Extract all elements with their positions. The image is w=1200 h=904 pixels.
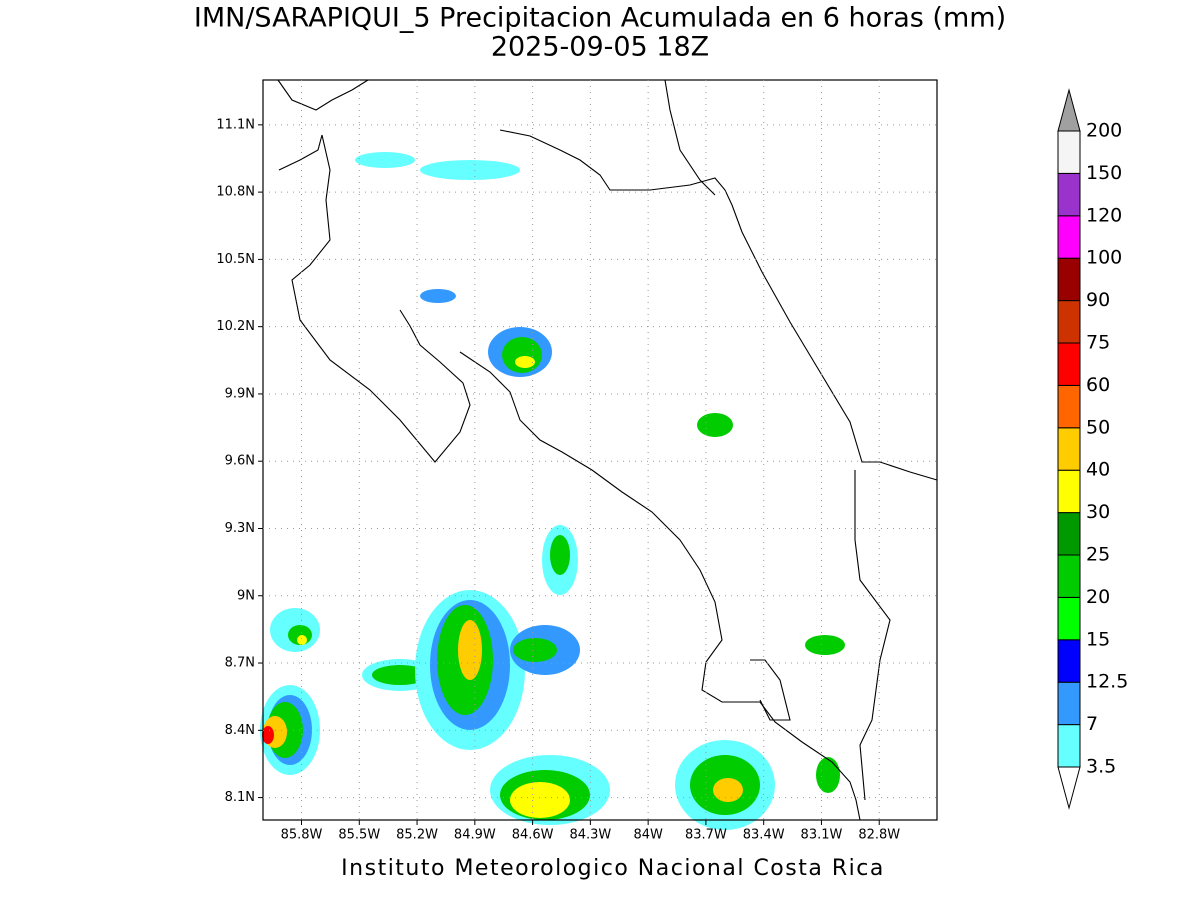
colorbar-over bbox=[1057, 88, 1081, 132]
colorbar-label: 50 bbox=[1086, 416, 1110, 438]
x-tick-label: 85.2W bbox=[396, 828, 438, 843]
colorbar-label: 7 bbox=[1086, 713, 1098, 735]
footer: Instituto Meteorologico Nacional Costa R… bbox=[341, 856, 885, 881]
colorbar-segment bbox=[1057, 427, 1081, 471]
colorbar-segment bbox=[1057, 596, 1081, 641]
y-tick-label: 9.9N bbox=[225, 386, 255, 401]
y-tick-label: 8.4N bbox=[225, 723, 255, 738]
x-tick-label: 84.6W bbox=[512, 828, 554, 843]
colorbar-segment bbox=[1057, 257, 1081, 302]
coastline bbox=[277, 79, 938, 821]
colorbar-label: 20 bbox=[1086, 586, 1110, 608]
y-tick-label: 8.7N bbox=[225, 656, 255, 671]
x-tick-label: 85.5W bbox=[338, 828, 380, 843]
precipitation-field bbox=[260, 152, 845, 830]
x-tick-label: 84.9W bbox=[454, 828, 496, 843]
y-tick-label: 9N bbox=[237, 588, 255, 603]
colorbar-under bbox=[1057, 766, 1081, 810]
colorbar-label: 40 bbox=[1086, 459, 1110, 481]
y-tick-label: 11.1N bbox=[216, 117, 255, 132]
x-tick-label: 84.3W bbox=[569, 828, 611, 843]
colorbar-label: 25 bbox=[1086, 544, 1110, 566]
colorbar-segment bbox=[1057, 681, 1081, 726]
colorbar-segment bbox=[1057, 554, 1081, 598]
colorbar-segment bbox=[1057, 172, 1081, 217]
colorbar-segment bbox=[1057, 130, 1081, 174]
colorbar-label: 100 bbox=[1086, 247, 1122, 269]
colorbar-segment bbox=[1057, 342, 1081, 386]
colorbar-segment bbox=[1057, 724, 1081, 768]
x-tick-label: 85.8W bbox=[281, 828, 323, 843]
colorbar-segment bbox=[1057, 469, 1081, 514]
colorbar-label: 3.5 bbox=[1086, 756, 1116, 778]
y-tick-label: 10.2N bbox=[216, 319, 255, 334]
colorbar-label: 150 bbox=[1086, 162, 1122, 184]
colorbar-segment bbox=[1057, 512, 1081, 556]
subtitle: 2025-09-05 18Z bbox=[491, 32, 709, 63]
x-tick-label: 84W bbox=[633, 828, 663, 843]
colorbar-label: 15 bbox=[1086, 628, 1110, 650]
x-tick-label: 83.7W bbox=[685, 828, 727, 843]
colorbar-label: 90 bbox=[1086, 289, 1110, 311]
y-tick-label: 8.1N bbox=[225, 790, 255, 805]
x-tick-label: 82.8W bbox=[858, 828, 900, 843]
colorbar-label: 120 bbox=[1086, 204, 1122, 226]
y-tick-label: 9.3N bbox=[225, 521, 255, 536]
colorbar-label: 30 bbox=[1086, 501, 1110, 523]
colorbar-segment bbox=[1057, 639, 1081, 683]
y-tick-label: 9.6N bbox=[225, 454, 255, 469]
y-tick-label: 10.8N bbox=[216, 185, 255, 200]
colorbar-label: 12.5 bbox=[1086, 671, 1128, 693]
x-tick-label: 83.1W bbox=[801, 828, 843, 843]
colorbar-label: 75 bbox=[1086, 332, 1110, 354]
colorbar-label: 60 bbox=[1086, 374, 1110, 396]
x-tick-label: 83.4W bbox=[743, 828, 785, 843]
colorbar-segment bbox=[1057, 300, 1081, 344]
map-frame bbox=[262, 79, 938, 821]
colorbar-segment bbox=[1057, 384, 1081, 429]
title: IMN/SARAPIQUI_5 Precipitacion Acumulada … bbox=[194, 3, 1006, 34]
colorbar-segment bbox=[1057, 215, 1081, 259]
y-tick-label: 10.5N bbox=[216, 252, 255, 267]
colorbar-label: 200 bbox=[1086, 120, 1122, 142]
